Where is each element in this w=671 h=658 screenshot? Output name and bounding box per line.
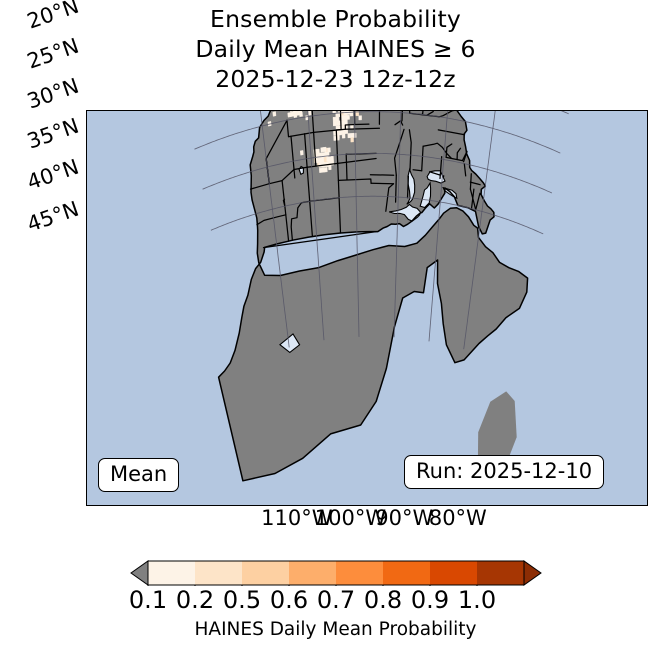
colorbar bbox=[130, 560, 542, 586]
lat-label-45n: 45°N bbox=[24, 196, 82, 237]
coastlines bbox=[217, 111, 529, 482]
colorbar-tick-1-0: 1.0 bbox=[457, 586, 497, 614]
colorbar-tick-0-5: 0.5 bbox=[222, 586, 262, 614]
probability-grid-cells bbox=[267, 111, 362, 173]
lon-label-110w: 110°W bbox=[261, 506, 333, 530]
lon-label-100w: 100°W bbox=[314, 506, 387, 530]
title-line-3: 2025-12-23 12z-12z bbox=[215, 65, 456, 93]
map-canvas bbox=[87, 111, 647, 505]
graticule-lines bbox=[194, 111, 569, 350]
colorbar-tick-labels: 0.1 0.2 0.5 0.6 0.7 0.8 0.9 1.0 bbox=[0, 586, 671, 614]
title-line-2: Daily Mean HAINES ≥ 6 bbox=[195, 35, 476, 63]
colorbar-tick-0-1: 0.1 bbox=[128, 586, 168, 614]
colorbar-tick-0-8: 0.8 bbox=[363, 586, 403, 614]
colorbar-axis-label: HAINES Daily Mean Probability bbox=[194, 619, 477, 640]
lon-label-90w: 90°W bbox=[375, 506, 434, 530]
title-line-1: Ensemble Probability bbox=[210, 5, 461, 33]
map-label-mean: Mean bbox=[98, 458, 180, 493]
colorbar-tick-0-2: 0.2 bbox=[175, 586, 215, 614]
figure-title: Ensemble Probability Daily Mean HAINES ≥… bbox=[0, 4, 671, 94]
map-label-run: Run: 2025-12-10 bbox=[404, 455, 605, 490]
colorbar-tick-0-7: 0.7 bbox=[316, 586, 356, 614]
colorbar-tick-0-9: 0.9 bbox=[410, 586, 450, 614]
map-panel[interactable] bbox=[86, 110, 648, 506]
colorbar-canvas bbox=[130, 560, 542, 586]
lon-label-80w: 80°W bbox=[428, 506, 487, 530]
colorbar-tick-0-6: 0.6 bbox=[269, 586, 309, 614]
